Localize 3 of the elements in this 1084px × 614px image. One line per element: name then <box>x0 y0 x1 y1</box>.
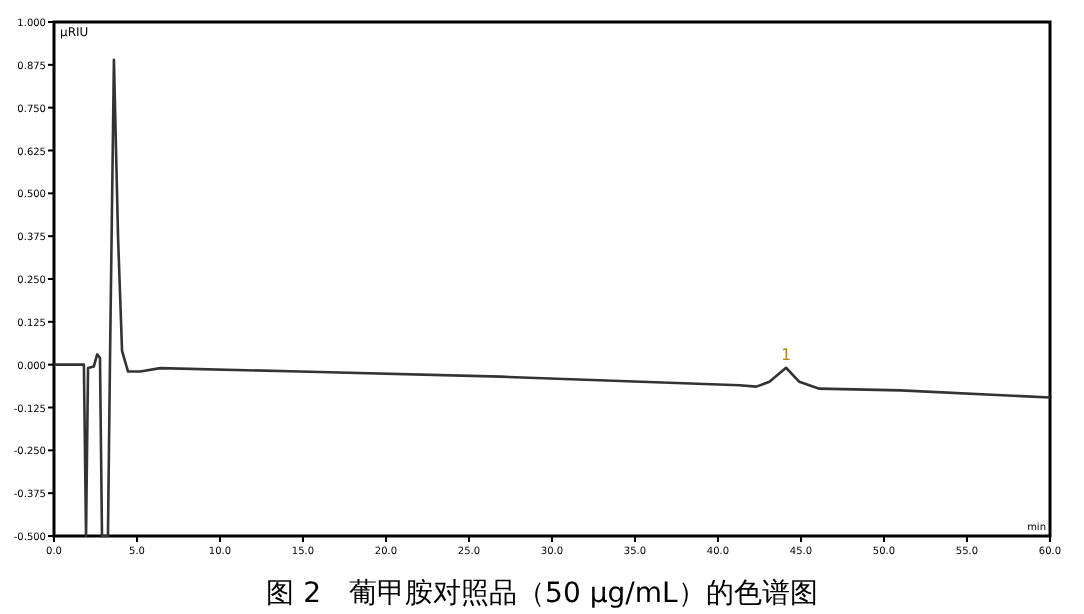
text: 图 2 葡甲胺对照品（50 μg/mL）的色谱图 <box>266 578 818 610</box>
line-series <box>52 58 1052 538</box>
annotation: 1 <box>780 345 792 364</box>
